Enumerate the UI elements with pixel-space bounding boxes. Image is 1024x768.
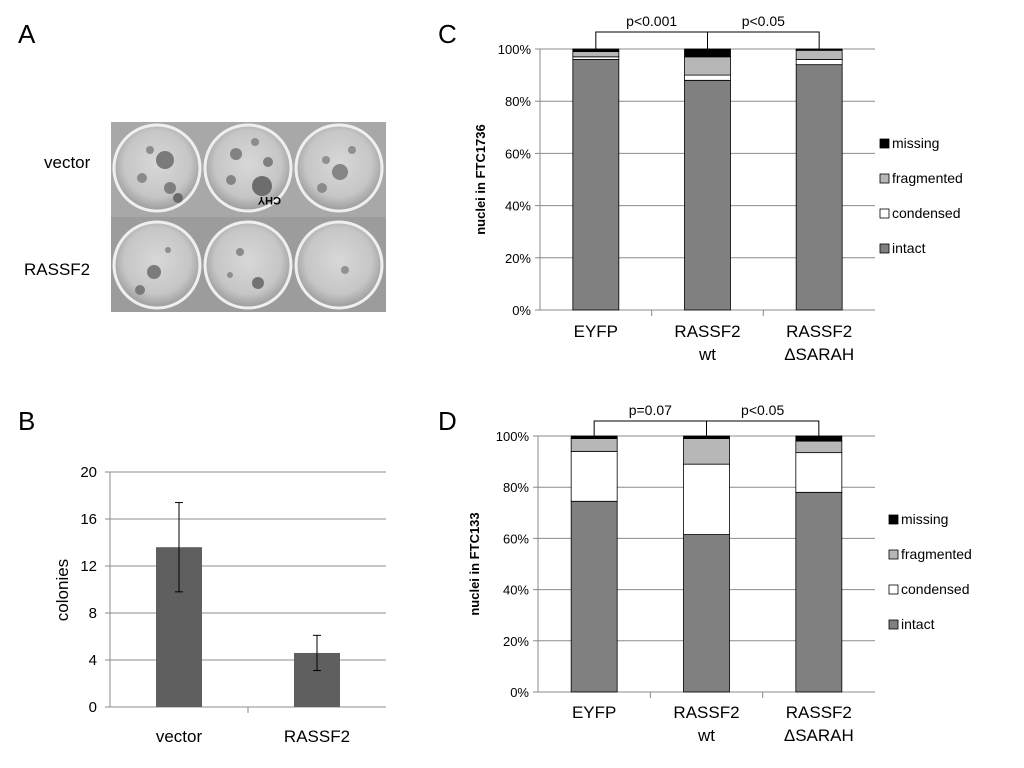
legend-swatch-condensed (879, 208, 890, 219)
y-tick-label-c: 80% (505, 94, 531, 109)
significance-bracket (706, 420, 820, 436)
significance-bracket (593, 420, 707, 436)
category-label: EYFP (574, 322, 618, 341)
chart-panel-c: 0% 20% 40% 60% 80% 100% EYFP RASSF2 wt RASSF2 ΔSA… (473, 13, 963, 364)
y-tick-label-d: 80% (503, 480, 529, 495)
panel-letter-c: C (438, 19, 457, 49)
significance-label: p<0.001 (626, 13, 677, 29)
significance-bracket (595, 31, 708, 49)
bar-segment-condensed (570, 450, 618, 502)
y-tick-label-b: 20 (80, 464, 97, 481)
bar-segment-intact (684, 79, 731, 311)
bar-segment-missing (795, 435, 843, 442)
y-tick-label-d: 60% (503, 531, 529, 546)
y-tick-label-d: 100% (496, 429, 530, 444)
panel-letter-a: A (18, 19, 36, 49)
row-label-vector: vector (44, 153, 91, 172)
legend-label-fragmented: fragmented (901, 546, 972, 562)
bar-segment-fragmented (570, 438, 618, 452)
category-label: ΔSARAH (784, 726, 854, 745)
legend-swatch-intact (879, 243, 890, 254)
bar-segment-fragmented (795, 49, 843, 60)
y-tick-label-d: 40% (503, 583, 529, 598)
legend-label-condensed: condensed (892, 205, 961, 221)
y-tick-label-b: 12 (80, 558, 97, 575)
bar-segment-fragmented (684, 56, 731, 76)
bar-segment-missing (684, 48, 731, 58)
bar-segment-fragmented (795, 440, 843, 454)
bar-segment-missing (795, 48, 843, 51)
legend-swatch-condensed (888, 584, 899, 595)
category-label: RASSF2 (786, 703, 852, 722)
significance-label: p<0.05 (741, 402, 784, 418)
category-label: ΔSARAH (784, 345, 854, 364)
y-tick-label-c: 100% (498, 42, 532, 57)
bar-segment-missing (572, 48, 620, 53)
panel-letter-b: B (18, 406, 35, 436)
category-label: vector (156, 727, 203, 746)
legend-swatch-intact (888, 619, 899, 630)
bar-segment-intact (795, 491, 843, 693)
y-tick-label-b: 0 (89, 699, 97, 716)
bar-segment-condensed (795, 452, 843, 493)
y-tick-label-c: 20% (505, 251, 531, 266)
legend-swatch-fragmented (879, 173, 890, 184)
bar-segment-intact (570, 500, 618, 693)
bar-segment-condensed (684, 74, 731, 81)
chart-panel-b: 0 4 8 12 16 20 vector RASSF2 colonies (53, 464, 386, 746)
bar-segment-fragmented (683, 438, 730, 465)
significance-label: p<0.05 (742, 13, 785, 29)
panel-a-photo: CHY (111, 122, 386, 312)
y-tick-label-c: 40% (505, 199, 531, 214)
bar-segment-missing (683, 435, 730, 439)
y-tick-label-b: 16 (80, 511, 97, 528)
y-tick-label-b: 4 (89, 652, 97, 669)
bar-segment-intact (795, 64, 843, 311)
y-axis-label-d: nuclei in FTC133 (467, 512, 482, 615)
y-tick-label-d: 20% (503, 634, 529, 649)
plate-rassf2-2 (203, 220, 293, 310)
plate-vector-1 (112, 123, 202, 213)
category-label: wt (698, 345, 716, 364)
y-tick-label-c: 60% (505, 146, 531, 161)
bar-segment-intact (572, 59, 620, 311)
plate-rassf2-3 (294, 220, 384, 310)
y-tick-label-c: 0% (512, 303, 531, 318)
category-label: EYFP (572, 703, 616, 722)
category-label: RASSF2 (673, 703, 739, 722)
legend-swatch-missing (888, 514, 899, 525)
plate-vector-3 (294, 123, 384, 213)
y-axis-label-b: colonies (53, 559, 72, 621)
y-axis-label-c: nuclei in FTC1736 (473, 124, 488, 235)
legend-label-missing: missing (901, 511, 948, 527)
legend-label-fragmented: fragmented (892, 170, 963, 186)
legend-swatch-fragmented (888, 549, 899, 560)
legend-label-intact: intact (892, 240, 926, 256)
category-label: RASSF2 (786, 322, 852, 341)
plate-handwritten-mark: CHY (257, 194, 281, 206)
bar-segment-intact (683, 534, 730, 693)
bar-segment-condensed (795, 59, 843, 66)
y-tick-label-d: 0% (510, 685, 529, 700)
category-label: RASSF2 (674, 322, 740, 341)
legend-label-missing: missing (892, 135, 939, 151)
y-tick-label-b: 8 (89, 605, 97, 622)
row-label-rassf2: RASSF2 (24, 260, 90, 279)
bar-segment-fragmented (572, 51, 620, 58)
legend-label-intact: intact (901, 616, 935, 632)
plate-rassf2-1 (112, 220, 202, 310)
panel-letter-d: D (438, 406, 457, 436)
plate-vector-2 (203, 123, 293, 213)
significance-label: p=0.07 (629, 402, 672, 418)
chart-panel-d: 0% 20% 40% 60% 80% 100% EYFP RASSF2 wt RASSF2 ΔSA… (467, 402, 972, 745)
significance-bracket (707, 31, 820, 49)
category-label: RASSF2 (284, 727, 350, 746)
legend-label-condensed: condensed (901, 581, 970, 597)
category-label: wt (697, 726, 715, 745)
bar-segment-missing (570, 435, 618, 439)
legend-swatch-missing (879, 138, 890, 149)
bar-segment-condensed (683, 463, 730, 535)
